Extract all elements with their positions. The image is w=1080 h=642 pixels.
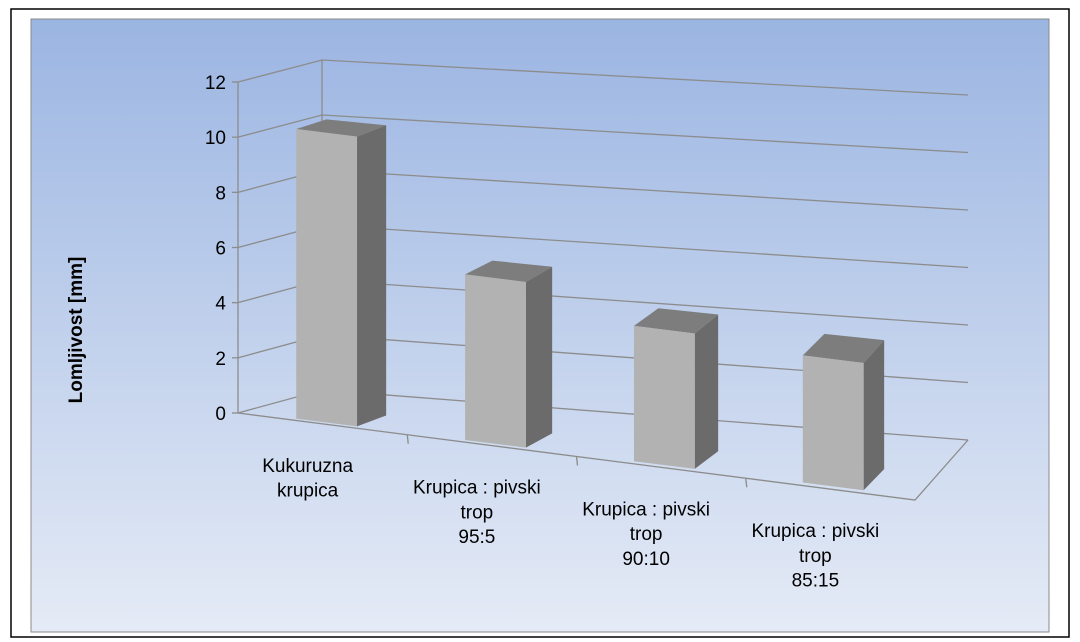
bar [465,274,526,448]
bar [296,129,358,427]
bar-top [296,119,387,137]
bar-side [357,125,387,427]
bar-side [525,266,553,448]
y-tick-label: 4 [215,294,226,315]
bar-top [802,333,885,364]
x-tick-label: Kukuruzna krupica [262,456,353,502]
y-tick-label: 10 [205,128,226,149]
y-tick-label: 0 [215,404,226,425]
y-tick-label: 2 [215,349,226,370]
x-tick-mark [406,434,409,444]
y-tick-label: 12 [205,73,226,94]
y-axis-title: Lomljivost [mm] [66,257,87,404]
bar [633,325,695,469]
x-tick-label: Krupica : pivski trop 95:5 [413,478,541,548]
bar [802,355,864,491]
x-tick-label: Krupica : pivski trop 90:10 [582,499,710,569]
y-tick-label: 8 [215,183,226,204]
floor-edge [237,412,969,501]
bar-top [633,308,719,334]
bar-top [465,260,553,282]
x-tick-mark [575,456,579,466]
x-tick-label: Krupica : pivski trop 85:15 [751,521,879,591]
bar-side [863,340,885,491]
x-tick-mark [745,478,748,488]
bar-side [694,314,719,469]
y-tick-label: 6 [215,239,226,260]
